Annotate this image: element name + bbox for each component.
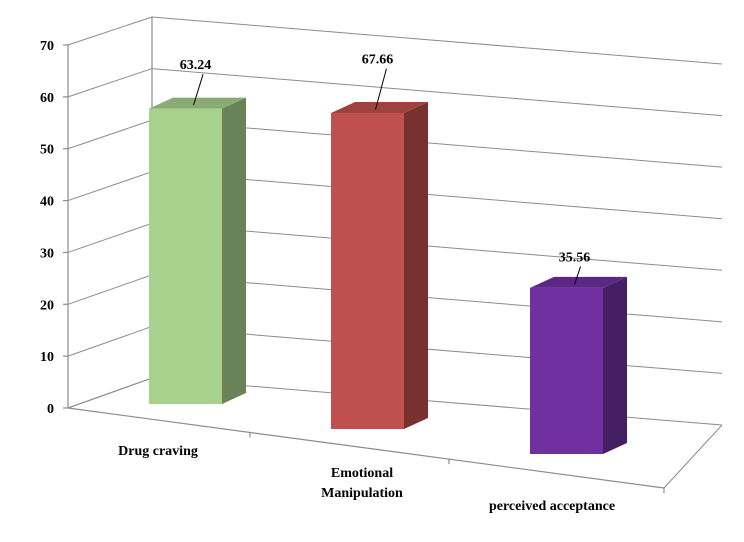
bar-top: [530, 276, 627, 288]
y-tick-label: 30: [40, 246, 54, 261]
x-tick-label: Drug craving: [118, 444, 198, 459]
gridline: [151, 171, 723, 220]
side-gridline: [67, 119, 153, 150]
side-gridline: [67, 68, 153, 98]
side-gridline: [67, 325, 153, 357]
y-tick-label: 10: [40, 350, 54, 365]
gridline: [151, 16, 723, 65]
gridline: [151, 222, 723, 271]
data-label: 35.56: [559, 250, 591, 265]
side-gridline: [67, 16, 153, 46]
data-label-leader: [375, 68, 387, 110]
side-gridline: [67, 171, 153, 202]
y-tick-label: 40: [40, 195, 54, 210]
floor-right-edge: [663, 424, 723, 489]
bar-top: [331, 102, 428, 114]
bar-top: [149, 97, 246, 109]
data-label-leader: [193, 74, 204, 106]
y-tick-label: 70: [40, 39, 54, 54]
bar-side: [222, 97, 246, 405]
bar-side: [404, 102, 428, 429]
data-label: 67.66: [362, 53, 394, 68]
x-tick-label: Emotional Manipulation: [321, 466, 403, 501]
bar-side: [603, 276, 627, 454]
data-label: 63.24: [180, 58, 212, 73]
side-gridline: [67, 222, 153, 253]
data-label-leader: [574, 266, 582, 285]
y-tick-label: 0: [47, 402, 54, 417]
x-axis-line: [67, 407, 665, 489]
side-gridline: [67, 274, 153, 305]
bar: [530, 287, 603, 454]
bar: [331, 113, 404, 429]
y-tick-label: 50: [40, 143, 54, 158]
gridline: [151, 68, 723, 117]
bar: [149, 108, 222, 405]
y-tick-label: 60: [40, 91, 54, 106]
gridline: [151, 119, 723, 168]
x-tick-label: perceived acceptance: [489, 499, 615, 514]
y-tick-label: 20: [40, 298, 54, 313]
